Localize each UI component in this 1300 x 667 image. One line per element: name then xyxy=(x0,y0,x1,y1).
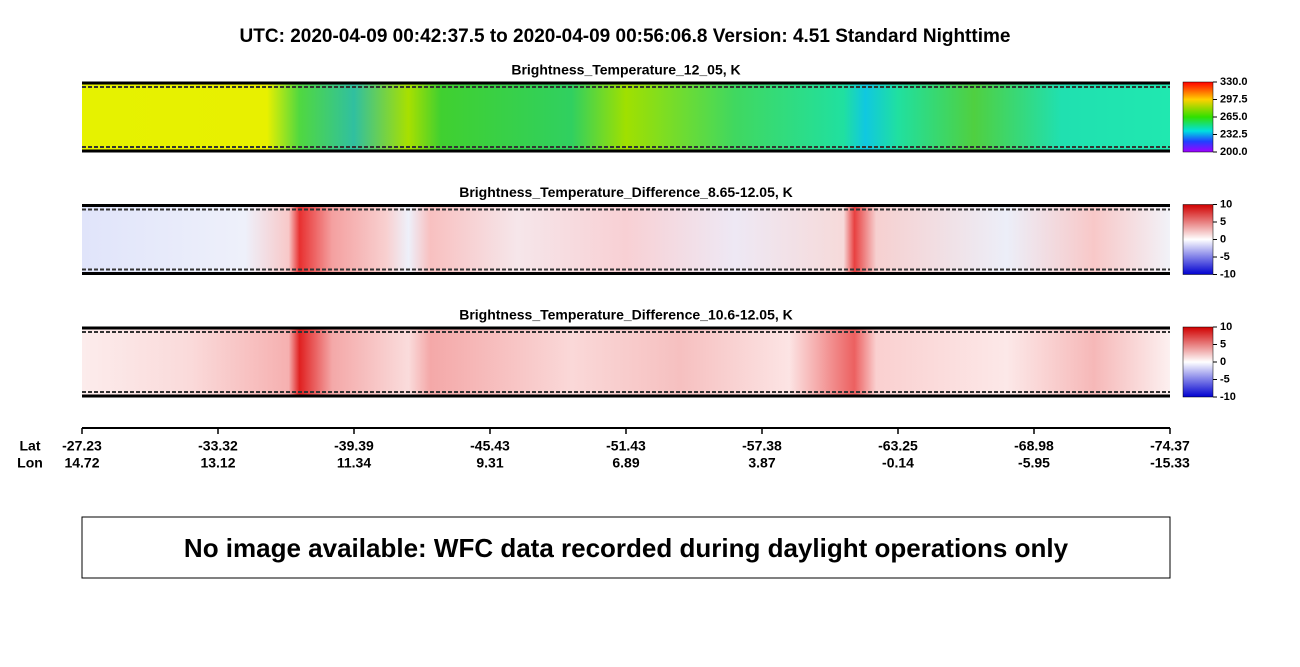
colorbar xyxy=(1182,204,1214,275)
colorbar-tick-label: 330.0 xyxy=(1220,76,1248,88)
lon-tick-label: -15.33 xyxy=(1150,455,1190,471)
lon-tick-label: 3.87 xyxy=(748,455,775,471)
lat-tick-label: -27.23 xyxy=(62,438,102,454)
lat-tick-label: -63.25 xyxy=(878,438,918,454)
lat-tick-label: -74.37 xyxy=(1150,438,1190,454)
lon-tick-label: 13.12 xyxy=(200,455,235,471)
panel-title: Brightness_Temperature_12_05, K xyxy=(511,62,740,78)
page-title: UTC: 2020-04-09 00:42:37.5 to 2020-04-09… xyxy=(240,26,1011,47)
colorbar-tick-label: -5 xyxy=(1220,373,1230,385)
colorbar-tick-label: -10 xyxy=(1220,391,1236,403)
colorbar-tick-label: 200.0 xyxy=(1220,146,1248,158)
lon-tick-label: 6.89 xyxy=(612,455,639,471)
colorbar-tick-label: 0 xyxy=(1220,356,1226,368)
notice-box xyxy=(81,516,1171,579)
lat-tick-label: -57.38 xyxy=(742,438,782,454)
colorbar-tick-label: 232.5 xyxy=(1220,128,1248,140)
colorbar-tick-label: -5 xyxy=(1220,251,1230,263)
colorbar-tick-label: 265.0 xyxy=(1220,111,1248,123)
lon-label: Lon xyxy=(17,455,43,471)
notice: No image available: WFC data recorded du… xyxy=(184,533,1069,563)
data-strip xyxy=(82,329,1170,395)
lon-tick-label: 11.34 xyxy=(337,455,371,471)
panels: Brightness_Temperature_12_05, K 330.0 297.… xyxy=(82,62,1248,403)
lat-label: Lat xyxy=(20,438,41,454)
colorbar-tick-label: 5 xyxy=(1220,338,1226,350)
colorbar xyxy=(1182,326,1214,398)
panel-title: Brightness_Temperature_Difference_10.6-1… xyxy=(459,307,793,323)
lat-tick-label: -45.43 xyxy=(470,438,510,454)
colorbar-tick-label: -10 xyxy=(1220,268,1236,280)
lon-tick-label: -0.14 xyxy=(882,455,914,471)
colorbar-tick-label: 10 xyxy=(1220,321,1232,333)
data-strip xyxy=(82,206,1170,273)
lat-tick-label: -68.98 xyxy=(1014,438,1054,454)
panel-title: Brightness_Temperature_Difference_8.65-1… xyxy=(459,184,793,200)
colorbar-tick-label: 0 xyxy=(1220,233,1226,245)
lat-tick-label: -39.39 xyxy=(334,438,374,454)
lat-tick-label: -33.32 xyxy=(198,438,238,454)
colorbar xyxy=(1182,81,1214,153)
lat-tick-label: -51.43 xyxy=(606,438,646,454)
lon-tick-label: -5.95 xyxy=(1018,455,1050,471)
colorbar-tick-label: 297.5 xyxy=(1220,93,1248,105)
data-strip xyxy=(82,84,1170,150)
lon-tick-label: 9.31 xyxy=(476,455,503,471)
colorbar-tick-label: 5 xyxy=(1220,216,1226,228)
lon-tick-label: 14.72 xyxy=(64,455,99,471)
colorbar-tick-label: 10 xyxy=(1220,198,1232,210)
